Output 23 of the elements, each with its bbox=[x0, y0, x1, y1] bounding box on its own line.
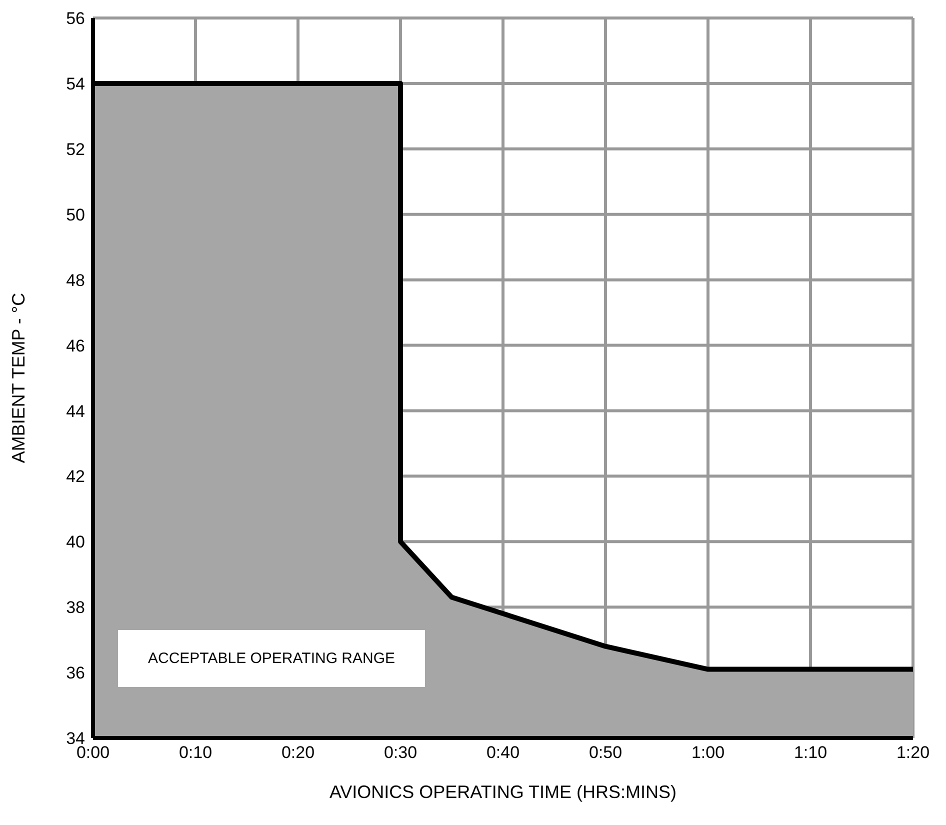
x-tick-label: 0:10 bbox=[178, 743, 212, 762]
x-tick-label: 0:50 bbox=[588, 743, 622, 762]
y-axis-title: AMBIENT TEMP - °C bbox=[8, 292, 28, 464]
x-tick-label: 1:00 bbox=[691, 743, 725, 762]
x-tick-label: 0:30 bbox=[384, 743, 418, 762]
x-tick-label: 0:00 bbox=[76, 743, 110, 762]
y-tick-label: 38 bbox=[66, 598, 85, 618]
x-tick-label: 1:20 bbox=[896, 743, 930, 762]
y-tick-label: 44 bbox=[66, 402, 85, 421]
y-tick-label: 46 bbox=[66, 336, 85, 356]
x-axis-title: AVIONICS OPERATING TIME (HRS:MINS) bbox=[329, 782, 677, 802]
x-tick-label: 0:20 bbox=[281, 743, 315, 762]
y-tick-label: 40 bbox=[66, 532, 85, 552]
y-tick-label: 52 bbox=[66, 140, 85, 159]
label-box: ACCEPTABLE OPERATING RANGE bbox=[118, 630, 425, 687]
x-tick-label: 1:10 bbox=[794, 743, 828, 762]
y-tick-label: 36 bbox=[66, 664, 85, 683]
y-tick-label: 48 bbox=[66, 270, 85, 290]
y-tick-label: 56 bbox=[66, 9, 85, 28]
y-tick-label: 54 bbox=[66, 74, 85, 94]
x-tick-label: 0:40 bbox=[486, 743, 520, 762]
y-tick-label: 50 bbox=[66, 205, 85, 224]
y-tick-label: 42 bbox=[66, 467, 85, 486]
